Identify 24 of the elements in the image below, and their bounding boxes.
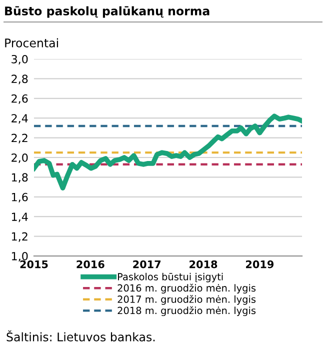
y-tick-label: 1,4 xyxy=(12,212,28,222)
y-tick-label: 1,6 xyxy=(12,192,28,202)
line-series xyxy=(34,114,302,190)
legend-label: 2018 m. gruodžio mėn. lygis xyxy=(118,306,256,316)
x-tick-label: 2015 xyxy=(20,260,48,268)
text: Šaltinis: Lietuvos bankas. xyxy=(6,330,155,342)
x-tick-label: 2018 xyxy=(190,260,218,268)
x-tick-label: 2019 xyxy=(246,260,274,268)
y-axis-title: Procentai xyxy=(5,38,58,48)
x-tick-label: 2016 xyxy=(76,260,104,268)
chart-title: Būsto paskolų palūkanų norma xyxy=(5,6,210,18)
y-tick-label: 3,0 xyxy=(12,54,28,65)
legend-label: Paskolos būstui įsigyti xyxy=(118,272,223,282)
y-tick-label: 1,8 xyxy=(12,173,28,183)
y-tick-label: 2,4 xyxy=(12,114,28,124)
y-tick-label: 2,0 xyxy=(12,153,28,164)
y-tick-label: 1,0 xyxy=(12,252,28,262)
y-tick-label: 2,6 xyxy=(12,94,28,104)
x-tick-label: 2017 xyxy=(133,260,161,268)
legend-label: 2016 m. gruodžio mėn. lygis xyxy=(118,284,256,294)
y-tick-label: 1,2 xyxy=(12,232,28,242)
y-tick-label: 2,8 xyxy=(12,74,28,84)
y-tick-label: 2,2 xyxy=(12,134,28,144)
legend-label: 2017 m. gruodžio mėn. lygis xyxy=(118,294,256,305)
